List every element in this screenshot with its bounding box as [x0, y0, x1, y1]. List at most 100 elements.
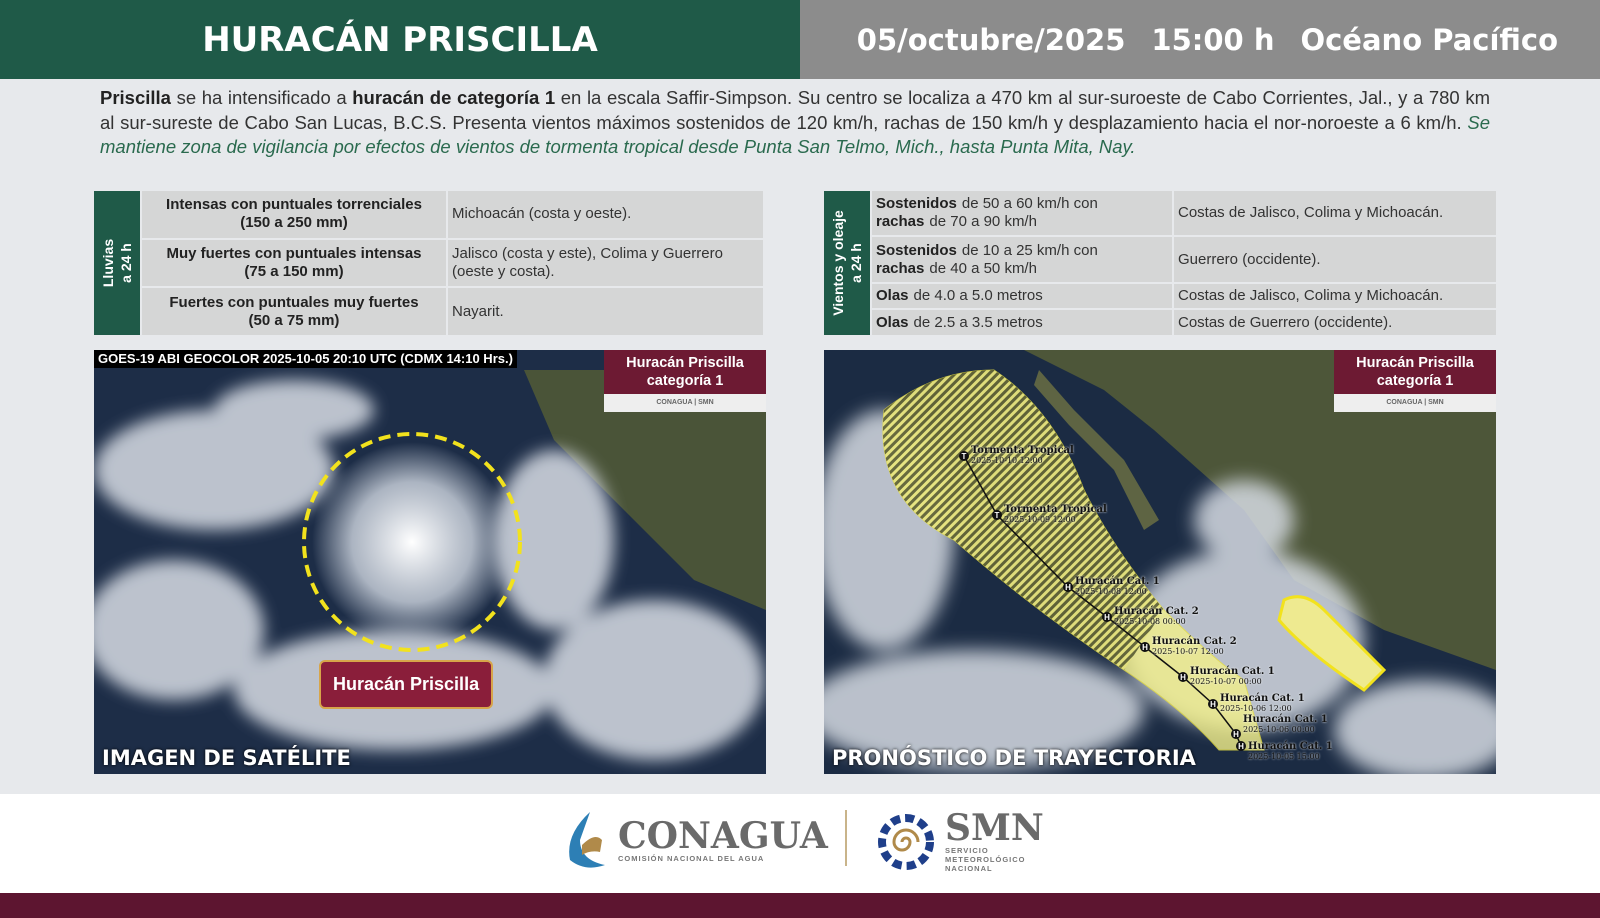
key: Sostenidos — [876, 241, 957, 259]
text: en la escala Saffir-Simpson. Su centro s… — [100, 87, 1490, 133]
storm-tag: Huracán Priscilla categoría 1 CONAGUA | SM… — [1334, 350, 1496, 412]
rain-intensity: Intensas con puntuales torrenciales (150 … — [142, 191, 446, 238]
track-status: Tormenta Tropical — [1004, 504, 1107, 515]
header-info: 05/octubre/2025 15:00 h Océano Pacífico — [800, 0, 1600, 79]
rain-area: Nayarit. — [448, 288, 763, 336]
watch-text: Se mantiene zona de vigilancia por efect… — [100, 111, 1490, 158]
rain-label: Lluvias a 24 h — [94, 191, 140, 335]
date: 05/octubre/2025 — [856, 22, 1126, 57]
conagua-text: CONAGUA — [618, 814, 828, 857]
track-label: Tormenta Tropical 2025-10-10 12:00 — [971, 446, 1074, 466]
track-point — [1231, 729, 1241, 739]
label: a 24 h — [118, 243, 134, 283]
wind-area: Costas de Jalisco, Colima y Michoacán. — [1174, 191, 1496, 236]
region: Océano Pacífico — [1300, 22, 1558, 57]
tag-category: categoría 1 — [1376, 373, 1454, 389]
track-status: Tormenta Tropical — [971, 445, 1074, 456]
satellite-imagery — [94, 350, 766, 774]
track-time: 2025-10-06 12:00 — [1220, 704, 1292, 713]
wind-condition: Sostenidos de 10 a 25 km/h con rachas de 40… — [872, 237, 1172, 282]
label: Vientos y oleaje — [830, 210, 847, 316]
text: se ha intensificado a — [170, 87, 353, 108]
track-symbol: H — [1238, 742, 1244, 751]
track-time: 2025-10-08 00:00 — [1114, 617, 1186, 626]
track-status: Huracán Cat. 1 — [1248, 741, 1333, 752]
track-status: Huracán Cat. 1 — [1190, 666, 1275, 677]
key: Olas — [876, 313, 909, 331]
range: (150 a 250 mm) — [240, 214, 348, 232]
range: (75 a 150 mm) — [244, 263, 344, 280]
track-time: 2025-10-07 12:00 — [1152, 647, 1224, 656]
key: rachas — [876, 213, 925, 231]
rain-area: Michoacán (costa y oeste). — [448, 191, 763, 238]
track-time: 2025-10-09 12:00 — [1004, 515, 1076, 524]
satellite-image: GOES-19 ABI GEOCOLOR 2025-10-05 20:10 UT… — [94, 350, 766, 774]
track-time: 2025-10-10 12:00 — [971, 456, 1043, 465]
rain-row: Muy fuertes con puntuales intensas (75 a … — [142, 239, 763, 287]
storm-name: Priscilla — [100, 87, 171, 108]
smn-subtitle: NACIONAL — [945, 864, 993, 873]
satellite-caption: IMAGEN DE SATÉLITE — [102, 746, 351, 770]
value: de 10 a 25 km/h con — [961, 241, 1098, 259]
tag-logos: CONAGUA | SMN — [1334, 394, 1496, 412]
track-point — [1208, 699, 1218, 709]
smn-logo: SMN SERVICIO METEOROLÓGICO NACIONAL — [875, 810, 1044, 873]
wind-condition: Olas de 2.5 a 3.5 metros — [872, 310, 1172, 335]
smn-subtitle: SERVICIO — [945, 846, 989, 855]
value: de 2.5 a 3.5 metros — [913, 313, 1043, 331]
track-label: Huracán Cat. 1 2025-10-06 00:00 — [1243, 715, 1328, 735]
value: de 70 a 90 km/h — [929, 213, 1037, 231]
intensity: Intensas con puntuales torrenciales — [166, 196, 422, 214]
track-status: Huracán Cat. 1 — [1075, 576, 1160, 587]
track-point — [1236, 741, 1246, 751]
tag-title: Huracán Priscilla — [626, 355, 744, 371]
track-status: Huracán Cat. 2 — [1152, 636, 1237, 647]
track-label: Huracán Cat. 1 2025-10-06 12:00 — [1220, 694, 1305, 714]
tag-title: Huracán Priscilla — [1356, 355, 1474, 371]
watch-area — [882, 370, 1164, 670]
rain-intensity: Fuertes con puntuales muy fuertes (50 a 7… — [142, 288, 446, 336]
wind-row: Olas de 2.5 a 3.5 metros Costas de Guerrer… — [872, 310, 1496, 335]
wind-area: Guerrero (occidente). — [1174, 237, 1496, 282]
smn-subtitle: METEOROLÓGICO — [945, 855, 1026, 864]
track-point — [1063, 582, 1073, 592]
track-symbol: H — [1065, 583, 1071, 592]
track-label: Huracán Cat. 2 2025-10-08 00:00 — [1114, 607, 1199, 627]
rain-row: Intensas con puntuales torrenciales (150 … — [142, 191, 763, 238]
range: (50 a 75 mm) — [248, 311, 340, 329]
track-label: Huracán Cat. 1 2025-10-08 12:00 — [1075, 577, 1160, 597]
track-point — [1102, 612, 1112, 622]
storm-circle — [302, 432, 522, 652]
wind-condition: Sostenidos de 50 a 60 km/h con rachas de 70… — [872, 191, 1172, 236]
wind-label: Vientos y oleaje a 24 h — [824, 191, 870, 335]
track-status: Huracán Cat. 1 — [1243, 714, 1328, 725]
track-symbol: H — [1142, 643, 1148, 652]
track-status: Huracán Cat. 2 — [1114, 606, 1199, 617]
track-point — [1178, 672, 1188, 682]
wind-row: Olas de 4.0 a 5.0 metros Costas de Jalisco… — [872, 283, 1496, 309]
smn-text: SMN — [945, 807, 1044, 849]
footer: CONAGUA COMISIÓN NACIONAL DEL AGUA SMN SER… — [0, 794, 1600, 893]
footer-band — [0, 893, 1600, 918]
rain-row: Fuertes con puntuales muy fuertes (50 a 7… — [142, 288, 763, 336]
track-time: 2025-10-05 15:00 — [1248, 752, 1320, 761]
track-time: 2025-10-08 12:00 — [1075, 587, 1147, 596]
wind-area: Costas de Guerrero (occidente). — [1174, 310, 1496, 335]
time: 15:00 h — [1151, 22, 1275, 57]
conagua-subtitle: COMISIÓN NACIONAL DEL AGUA — [618, 853, 765, 863]
wind-condition: Olas de 4.0 a 5.0 metros — [872, 283, 1172, 309]
track-point — [992, 510, 1002, 520]
value: de 50 a 60 km/h con — [961, 195, 1098, 213]
forecast-caption: PRONÓSTICO DE TRAYECTORIA — [832, 746, 1196, 770]
track-symbol: H — [1233, 730, 1239, 739]
track-symbol: H — [1104, 613, 1110, 622]
storm-tag: Huracán Priscilla categoría 1 CONAGUA | SM… — [604, 350, 766, 412]
value: de 40 a 50 km/h — [929, 259, 1037, 277]
satellite-source: GOES-19 ABI GEOCOLOR 2025-10-05 20:10 UT… — [94, 350, 517, 368]
track-label: Tormenta Tropical 2025-10-09 12:00 — [1004, 505, 1107, 525]
wind-table: Vientos y oleaje a 24 h Sostenidos de 50 a… — [824, 191, 1496, 335]
rain-table: Lluvias a 24 h Intensas con puntuales tor… — [94, 191, 763, 336]
track-status: Huracán Cat. 1 — [1220, 693, 1305, 704]
intensity: Muy fuertes con puntuales intensas — [166, 245, 422, 262]
